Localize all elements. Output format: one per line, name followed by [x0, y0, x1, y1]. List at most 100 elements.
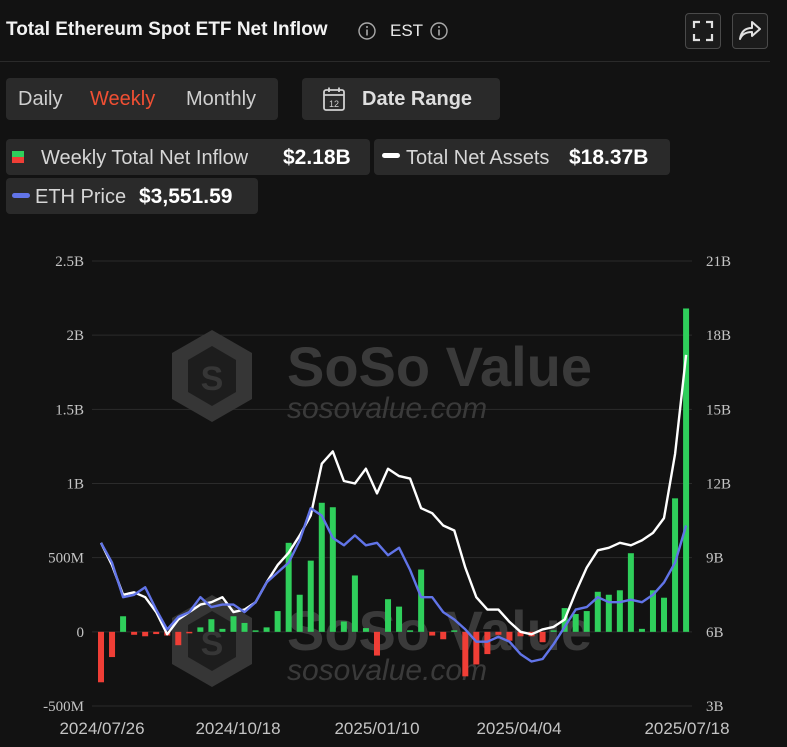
fullscreen-icon	[692, 20, 714, 42]
date-range-button[interactable]: 12 Date Range	[302, 78, 500, 120]
date-range-label: Date Range	[362, 88, 473, 110]
inflow-bar	[230, 616, 237, 632]
watermark-url: sosovalue.com	[287, 392, 487, 425]
inflow-bar	[583, 611, 590, 632]
legend-price-value: $3,551.59	[139, 185, 233, 208]
svg-text:S: S	[201, 360, 224, 398]
inflow-bar	[263, 627, 270, 632]
inflow-bar	[683, 308, 690, 632]
inflow-bar	[429, 631, 436, 636]
right-tick-label: 12B	[706, 477, 731, 493]
inflow-bar	[495, 631, 502, 635]
tab-daily[interactable]: Daily	[18, 88, 63, 110]
inflow-bar	[98, 631, 104, 683]
right-tick-label: 9B	[706, 551, 724, 567]
header-bar: Total Ethereum Spot ETF Net Inflow EST	[0, 0, 787, 62]
inflow-bar	[506, 631, 513, 641]
right-tick-label: 18B	[706, 328, 731, 344]
inflow-bar	[373, 631, 380, 656]
left-tick-label: 2B	[66, 328, 84, 344]
etf-chart[interactable]: S SoSo Value sosovalue.com S SoSo Value …	[0, 240, 787, 747]
inflow-bar	[462, 631, 469, 677]
watermark-url-2: sosovalue.com	[287, 654, 487, 687]
x-tick-label: 2025/04/04	[476, 719, 561, 738]
left-tick-label: 0	[77, 625, 85, 641]
inflow-bar	[197, 627, 204, 632]
x-axis-ticks: 2024/07/26 2024/10/18 2025/01/10 2025/04/04…	[59, 719, 729, 738]
chart-title: Total Ethereum Spot ETF Net Inflow	[6, 19, 328, 40]
inflow-bar	[407, 630, 414, 632]
right-axis-ticks: 3B 6B 9B 12B 15B 18B 21B	[706, 254, 731, 715]
inflow-bar	[153, 631, 160, 635]
timezone-label: EST	[390, 21, 424, 40]
x-tick-label: 2024/10/18	[195, 719, 280, 738]
price-legend-icon	[12, 193, 30, 198]
svg-text:S: S	[201, 625, 224, 663]
share-icon	[739, 21, 761, 40]
inflow-bar	[385, 599, 392, 632]
legend-assets-value: $18.37B	[569, 146, 649, 169]
left-axis-ticks: -500M 0 500M 1B 1.5B 2B 2.5B	[43, 254, 84, 715]
inflow-bar	[274, 611, 281, 632]
inflow-bar	[329, 507, 336, 632]
legend-assets-label: Total Net Assets	[406, 147, 550, 169]
calendar-icon: 12	[323, 87, 345, 111]
legend-assets[interactable]: Total Net Assets $18.37B	[374, 139, 670, 175]
inflow-bar	[186, 631, 193, 634]
inflow-bar	[120, 616, 127, 632]
tab-weekly[interactable]: Weekly	[90, 88, 156, 110]
legend-inflow-label: Weekly Total Net Inflow	[41, 147, 249, 169]
calendar-icon-text: 12	[329, 99, 339, 109]
right-tick-label: 21B	[706, 254, 731, 270]
info-icon[interactable]	[358, 22, 376, 40]
inflow-bar	[517, 631, 524, 637]
x-tick-label: 2025/07/18	[644, 719, 729, 738]
period-selector: Daily Weekly Monthly	[6, 78, 278, 120]
legend-price-label: ETH Price	[35, 186, 127, 208]
legend-inflow-value: $2.18B	[283, 146, 351, 169]
legend-inflow[interactable]: Weekly Total Net Inflow $2.18B	[6, 139, 370, 175]
eth-price-line	[99, 507, 688, 663]
inflow-bar	[175, 631, 182, 646]
fullscreen-button[interactable]	[685, 13, 721, 49]
inflow-legend-icon	[12, 151, 24, 163]
inflow-bar	[208, 619, 215, 632]
left-tick-label: -500M	[43, 699, 84, 715]
inflow-bar	[340, 621, 347, 632]
inflow-bar	[318, 502, 325, 632]
watermark-brand: SoSo Value	[287, 335, 592, 398]
inflow-bar	[550, 630, 557, 632]
inflow-bar	[649, 590, 656, 632]
inflow-bar	[572, 614, 579, 632]
inflow-bar	[351, 575, 358, 632]
left-tick-label: 1B	[66, 477, 84, 493]
inflow-bar	[638, 628, 645, 632]
inflow-bar	[142, 631, 149, 637]
total-net-assets-line	[99, 354, 688, 636]
inflow-bar	[627, 553, 634, 632]
inflow-bar	[484, 631, 491, 655]
right-tick-label: 3B	[706, 699, 724, 715]
inflow-bar	[362, 628, 369, 632]
x-tick-label: 2025/01/10	[334, 719, 419, 738]
x-tick-label: 2024/07/26	[59, 719, 144, 738]
timezone-info-icon[interactable]	[430, 22, 448, 40]
inflow-bar	[605, 594, 612, 632]
inflow-bar	[440, 631, 447, 640]
tab-monthly[interactable]: Monthly	[186, 88, 257, 110]
header-divider	[0, 61, 770, 62]
inflow-bar	[285, 542, 292, 632]
inflow-bar	[241, 622, 248, 632]
inflow-bar	[661, 597, 668, 632]
right-tick-label: 6B	[706, 625, 724, 641]
series-lines	[99, 354, 688, 663]
share-button[interactable]	[732, 13, 768, 49]
inflow-bar	[296, 594, 303, 632]
inflow-bar	[418, 569, 425, 632]
inflow-bar	[539, 631, 546, 643]
inflow-bar	[616, 590, 623, 632]
inflow-bar	[219, 628, 226, 632]
legend-price[interactable]: ETH Price $3,551.59	[6, 178, 258, 214]
inflow-bar	[396, 606, 403, 632]
right-tick-label: 15B	[706, 402, 731, 418]
